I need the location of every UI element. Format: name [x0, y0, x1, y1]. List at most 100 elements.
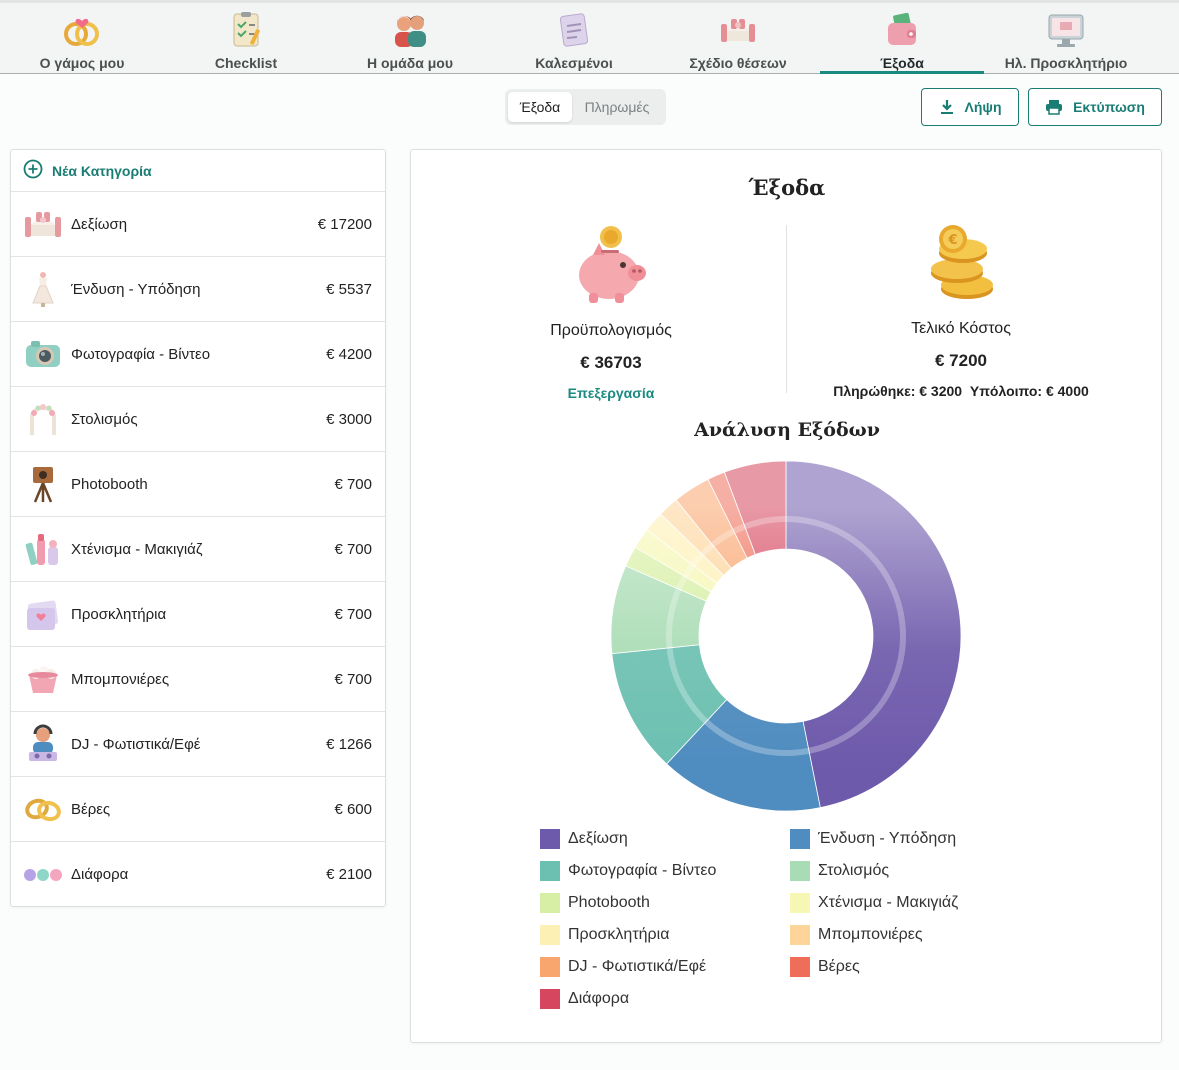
dress-icon — [23, 269, 63, 309]
legend-item[interactable]: Φωτογραφία - Βίντεο — [540, 861, 790, 881]
printer-icon — [1045, 99, 1063, 115]
category-amount: € 3000 — [326, 410, 372, 428]
add-circle-icon — [23, 159, 43, 182]
legend-swatch — [790, 829, 810, 849]
new-category-button[interactable]: Νέα Κατηγορία — [11, 150, 385, 192]
legend-swatch — [540, 829, 560, 849]
edit-budget-link[interactable]: Επεξεργασία — [567, 385, 655, 401]
legend-label: Διάφορα — [568, 990, 630, 1007]
legend-item[interactable]: DJ - Φωτιστικά/Εφέ — [540, 957, 790, 977]
piggy-bank-icon — [511, 223, 711, 310]
category-row-attire[interactable]: Ένδυση - Υπόδηση € 5537 — [11, 257, 385, 322]
misc-dots-icon — [23, 855, 63, 895]
legend-item[interactable]: Βέρες — [790, 957, 1040, 977]
category-name: Στολισμός — [71, 410, 138, 428]
final-cost-block: € Τελικό Κόστος € 7200 Πληρώθηκε: € 3200… — [811, 223, 1111, 399]
checklist-icon — [225, 9, 267, 51]
category-amount: € 700 — [334, 670, 372, 688]
nav-my-wedding[interactable]: Ο γάμος μου — [0, 3, 164, 73]
nav-seating-plan[interactable]: Σχέδιο θέσεων — [656, 3, 820, 73]
legend-swatch — [790, 861, 810, 881]
nav-e-invitation[interactable]: Ηλ. Προσκλητήριο — [984, 3, 1148, 73]
legend-swatch — [540, 957, 560, 977]
guests-icon — [553, 9, 595, 51]
legend-label: Φωτογραφία - Βίντεο — [568, 862, 717, 879]
legend-item[interactable]: Ένδυση - Υπόδηση — [790, 829, 1040, 849]
tab-expenses[interactable]: Έξοδα — [508, 92, 572, 122]
category-row-misc[interactable]: Διάφορα € 2100 — [11, 842, 385, 907]
category-name: Φωτογραφία - Βίντεο — [71, 345, 211, 363]
flower-arch-icon — [23, 399, 63, 439]
nav-label: Σχέδιο θέσεων — [689, 55, 787, 71]
expenses-donut-chart — [610, 460, 962, 812]
category-amount: € 600 — [334, 800, 372, 818]
download-label: Λήψη — [964, 99, 1002, 115]
category-name: Photobooth — [71, 475, 148, 493]
legend-item[interactable]: Προσκλητήρια — [540, 925, 790, 945]
category-name: Δεξίωση — [71, 215, 128, 233]
expenses-summary-panel: Έξοδα Προϋπολογισμός € 36703 Επεξεργασία… — [410, 149, 1162, 1043]
panel-title: Έξοδα — [748, 175, 826, 200]
payment-status: Πληρώθηκε: € 3200 Υπόλοιπο: € 4000 — [811, 383, 1111, 399]
budget-block: Προϋπολογισμός € 36703 Επεξεργασία — [511, 223, 711, 401]
legend-label: Δεξίωση — [568, 830, 628, 847]
categories-panel: Νέα Κατηγορία Δεξίωση € 17200 Ένδυση - Υ… — [10, 149, 386, 907]
legend-label: Μπομπονιέρες — [818, 926, 923, 943]
category-name: Βέρες — [71, 800, 111, 818]
rings-icon — [23, 789, 63, 829]
print-button[interactable]: Εκτύπωση — [1028, 88, 1162, 126]
camera-icon — [23, 334, 63, 374]
team-icon — [389, 9, 431, 51]
legend-item[interactable]: Διάφορα — [540, 989, 790, 1009]
category-row-photobooth[interactable]: Photobooth € 700 — [11, 452, 385, 517]
favors-icon — [23, 659, 63, 699]
legend-label: Βέρες — [818, 958, 860, 975]
reception-table-icon — [23, 204, 63, 244]
legend-item[interactable]: Μπομπονιέρες — [790, 925, 1040, 945]
legend-item[interactable]: Photobooth — [540, 893, 790, 913]
coins-icon: € — [811, 223, 1111, 309]
category-name: DJ - Φωτιστικά/Εφέ — [71, 735, 201, 753]
monitor-icon — [1045, 9, 1087, 51]
category-name: Προσκλητήρια — [71, 605, 167, 623]
legend-label: Photobooth — [568, 894, 650, 911]
category-name: Μπομπονιέρες — [71, 670, 170, 688]
nav-checklist[interactable]: Checklist — [164, 3, 328, 73]
category-row-favors[interactable]: Μπομπονιέρες € 700 — [11, 647, 385, 712]
nav-guests[interactable]: Καλεσμένοι — [492, 3, 656, 73]
legend-item[interactable]: Δεξίωση — [540, 829, 790, 849]
nav-label: Ηλ. Προσκλητήριο — [1004, 55, 1128, 71]
wedding-rings-icon — [61, 9, 103, 51]
category-amount: € 700 — [334, 605, 372, 623]
category-row-hair-makeup[interactable]: Χτένισμα - Μακιγιάζ € 700 — [11, 517, 385, 582]
donut-sheen — [611, 461, 961, 811]
legend-item[interactable]: Χτένισμα - Μακιγιάζ — [790, 893, 1040, 913]
dj-icon — [23, 724, 63, 764]
tab-payments[interactable]: Πληρωμές — [584, 99, 650, 115]
category-amount: € 700 — [334, 540, 372, 558]
category-row-rings[interactable]: Βέρες € 600 — [11, 777, 385, 842]
download-icon — [939, 99, 955, 115]
category-amount: € 4200 — [326, 345, 372, 363]
legend-item[interactable]: Στολισμός — [790, 861, 1040, 881]
category-row-photo-video[interactable]: Φωτογραφία - Βίντεο € 4200 — [11, 322, 385, 387]
svg-text:€: € — [947, 233, 957, 248]
budget-label: Προϋπολογισμός — [550, 322, 672, 339]
makeup-icon — [23, 529, 63, 569]
nav-label: Καλεσμένοι — [535, 55, 613, 71]
nav-expenses[interactable]: Έξοδα — [820, 3, 984, 74]
category-row-reception[interactable]: Δεξίωση € 17200 — [11, 192, 385, 257]
category-row-invitations[interactable]: Προσκλητήρια € 700 — [11, 582, 385, 647]
legend-swatch — [540, 861, 560, 881]
nav-my-team[interactable]: Η ομάδα μου — [328, 3, 492, 73]
legend-label: Στολισμός — [818, 862, 890, 879]
top-navigation: Ο γάμος μου Checklist Η ομάδα μου Καλεσμ… — [0, 0, 1179, 74]
nav-label: Checklist — [214, 55, 278, 71]
legend-label: DJ - Φωτιστικά/Εφέ — [568, 958, 707, 975]
chart-legend: Δεξίωση Ένδυση - Υπόδηση Φωτογραφία - Βίντ… — [540, 829, 1100, 1009]
download-button[interactable]: Λήψη — [921, 88, 1019, 126]
summary-divider — [786, 225, 787, 393]
budget-value: € 36703 — [580, 353, 642, 372]
category-row-decoration[interactable]: Στολισμός € 3000 — [11, 387, 385, 452]
category-row-dj-lights[interactable]: DJ - Φωτιστικά/Εφέ € 1266 — [11, 712, 385, 777]
